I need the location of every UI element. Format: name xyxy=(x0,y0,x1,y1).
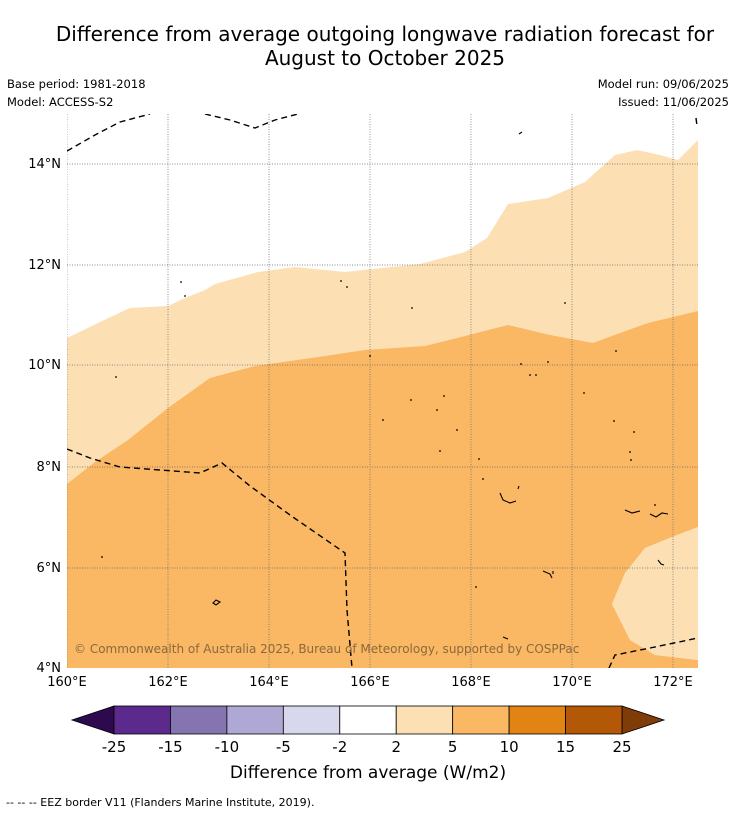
island-atoll xyxy=(212,599,222,606)
title-line-1: Difference from average outgoing longwav… xyxy=(55,22,715,46)
lat-tick-label: 6°N xyxy=(37,561,62,576)
islands xyxy=(212,131,669,640)
colorbar-tick-label: -25 xyxy=(102,738,127,756)
island-atoll xyxy=(542,570,554,579)
colorbar-swatch xyxy=(113,705,171,735)
lon-tick-label: 162°E xyxy=(148,675,188,690)
title-line-2: August to October 2025 xyxy=(264,46,506,70)
colorbar: -25 -15 -10 -5 -2 2 5 10 15 25 xyxy=(70,705,666,756)
colorbar-tick-label: -2 xyxy=(332,738,347,756)
colorbar-tick-label: -15 xyxy=(158,738,183,756)
colorbar-tick-label: 25 xyxy=(612,738,631,756)
map-title: Difference from average outgoing longwav… xyxy=(30,22,736,70)
lon-tick-label: 164°E xyxy=(249,675,289,690)
copyright-notice: © Commonwealth of Australia 2025, Bureau… xyxy=(74,642,579,656)
island-atoll xyxy=(518,131,523,135)
meta-left: Base period: 1981-2018 Model: ACCESS-S2 xyxy=(7,75,146,111)
colorbar-swatch xyxy=(508,705,566,735)
island-dots xyxy=(101,280,656,588)
lon-tick-label: 172°E xyxy=(653,675,693,690)
colorbar-extend-low xyxy=(70,705,115,735)
island-atoll xyxy=(657,559,665,566)
colorbar-tick-label: 2 xyxy=(391,738,401,756)
colorbar-tick-label: -10 xyxy=(215,738,240,756)
colorbar-swatch xyxy=(452,705,510,735)
island-atoll xyxy=(502,636,509,640)
colorbar-swatch xyxy=(395,705,454,735)
eez-legend-note: -- -- -- EEZ border V11 (Flanders Marine… xyxy=(6,796,315,809)
colorbar-tick-label: 10 xyxy=(500,738,519,756)
colorbar-tick-label: 5 xyxy=(448,738,458,756)
lat-tick-labels: 14°N 12°N 10°N 8°N 6°N 4°N xyxy=(28,157,61,676)
lon-tick-label: 170°E xyxy=(552,675,592,690)
anomaly-patch-2-to-5 xyxy=(612,527,698,660)
lat-tick-label: 14°N xyxy=(28,157,61,172)
island-atoll xyxy=(624,509,669,518)
lat-tick-label: 10°N xyxy=(28,358,61,373)
colorbar-swatch xyxy=(170,705,228,735)
eez-border-southeast xyxy=(608,637,698,668)
colorbar-label: Difference from average (W/m2) xyxy=(230,763,506,783)
base-period: Base period: 1981-2018 xyxy=(7,77,146,91)
colorbar-swatch xyxy=(226,705,284,735)
lat-tick-label: 4°N xyxy=(37,661,62,676)
eez-border-ne-corner xyxy=(695,117,698,127)
eez-borders xyxy=(67,114,698,668)
lat-tick-label: 8°N xyxy=(37,460,62,475)
lon-tick-labels: 160°E 162°E 164°E 166°E 168°E 170°E 172°… xyxy=(47,675,693,690)
colorbar-extend-high xyxy=(621,705,666,735)
eez-border-north xyxy=(67,114,299,152)
lat-tick-label: 12°N xyxy=(28,258,61,273)
eez-border-west xyxy=(67,448,353,668)
island-atoll xyxy=(499,485,520,504)
colorbar-tick-label: -5 xyxy=(276,738,291,756)
colorbar-swatch xyxy=(339,705,397,735)
anomaly-band-5-to-10 xyxy=(67,311,698,668)
meta-right: Model run: 09/06/2025 Issued: 11/06/2025 xyxy=(598,75,729,111)
issued-date: Issued: 11/06/2025 xyxy=(618,95,729,109)
lon-tick-label: 168°E xyxy=(451,675,491,690)
map-plot-area: © Commonwealth of Australia 2025, Bureau… xyxy=(67,114,698,668)
colorbar-swatch xyxy=(282,705,341,735)
lon-tick-label: 166°E xyxy=(350,675,390,690)
colorbar-tick-label: 15 xyxy=(556,738,575,756)
model-name: Model: ACCESS-S2 xyxy=(7,95,114,109)
colorbar-swatch xyxy=(565,705,623,735)
lat-gridlines xyxy=(67,163,698,569)
model-run: Model run: 09/06/2025 xyxy=(597,77,729,91)
lon-tick-label: 160°E xyxy=(47,675,87,690)
